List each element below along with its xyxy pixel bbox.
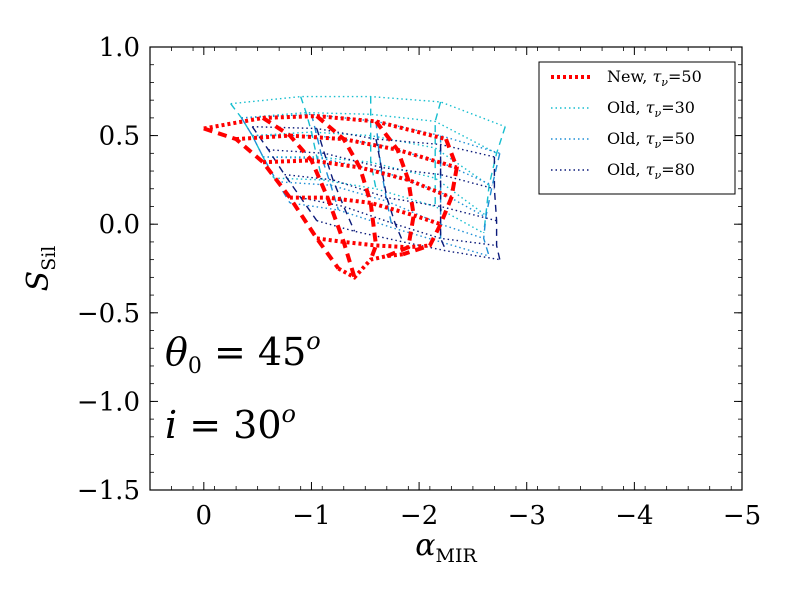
x-tick-label: −2 (400, 501, 438, 531)
series-line-dotted (241, 113, 501, 154)
series-line-dotted (276, 181, 484, 240)
series-line-dashed (375, 138, 404, 243)
series-line-dashed (482, 153, 501, 257)
legend-label-main: New, (607, 67, 652, 86)
series-line-dashed (374, 120, 416, 258)
legend-label: Old, τν=80 (607, 160, 695, 182)
series-line-dotted (268, 149, 495, 190)
annotation-theta-symbol: θ (165, 330, 188, 374)
ticks-layer: 0 −1 −2 −3 −4 −5 1.0 0.5 0.0 −0.5 −1.0 −1.5 (77, 33, 761, 531)
legend-label-value: =50 (661, 129, 695, 148)
legend-label-sub: ν (655, 169, 662, 182)
series-line-dotted (252, 126, 495, 158)
plot-frame (149, 46, 743, 491)
x-axis-subscript: MIR (436, 545, 478, 567)
annotation-theta-subscript: 0 (188, 354, 202, 379)
legend-label-value: =50 (668, 67, 702, 86)
series-line-dashed (493, 156, 501, 260)
annotation-inclination-sup: o (282, 400, 296, 428)
series-line-dashed (203, 126, 341, 270)
legend-label-main: Old, (607, 160, 646, 179)
series-group (240, 113, 501, 257)
series-line-dashed (434, 101, 442, 207)
series-line-dashed (261, 116, 357, 278)
series-line-dashed (439, 144, 447, 252)
x-tick-label: 0 (196, 501, 213, 531)
y-axis-symbol: S (21, 271, 56, 292)
y-axis-subscript: Sil (38, 246, 60, 271)
y-tick-label: 0.0 (99, 210, 140, 240)
legend-label-sub: ν (655, 107, 662, 120)
series-line-dashed (375, 121, 393, 228)
annotation-inclination-value: = 30 (177, 403, 281, 447)
legend-label-tau: τ (646, 129, 656, 148)
x-tick-label: −4 (615, 501, 653, 531)
series-line-dotted (289, 195, 442, 227)
legend-label-tau: τ (646, 160, 656, 179)
x-axis-symbol: α (415, 528, 435, 563)
y-tick-label: 0.5 (99, 122, 140, 152)
series-line-dashed (300, 96, 323, 181)
series-layer (203, 95, 506, 280)
series-line-dotted (316, 236, 431, 250)
series-line-dotted (273, 177, 485, 234)
y-axis-title: SSil (21, 246, 60, 292)
legend-label-tau: τ (646, 98, 656, 117)
legend-label-value: =30 (661, 98, 695, 117)
series-line-dotted (252, 134, 493, 186)
series-line-dotted (230, 95, 506, 128)
legend-label-main: Old, (607, 129, 646, 148)
series-line-dashed (370, 96, 377, 189)
series-line-dotted (337, 252, 404, 280)
legend-label-sub: ν (661, 76, 668, 89)
series-group (230, 95, 506, 234)
y-tick-label: 1.0 (99, 33, 140, 63)
series-group (251, 126, 501, 261)
series-line-dashed (251, 126, 318, 222)
x-tick-label: −3 (508, 501, 546, 531)
series-line-dotted (241, 111, 497, 154)
x-tick-label: −5 (723, 501, 761, 531)
legend-box (538, 61, 736, 195)
series-group (203, 114, 459, 280)
legend-label-value: =80 (661, 160, 695, 179)
x-tick-label: −1 (292, 501, 330, 531)
y-tick-label: −0.5 (77, 299, 140, 329)
annotation-theta-sup: o (306, 327, 320, 355)
y-tick-label: −1.0 (77, 387, 140, 417)
series-line-dotted (203, 114, 447, 142)
legend-label-main: Old, (607, 98, 646, 117)
y-tick-label: −1.5 (77, 476, 140, 506)
annotation-inclination-symbol: i (165, 403, 177, 447)
series-line-dashed (402, 138, 459, 257)
series-line-dashed (240, 117, 291, 204)
series-line-dashed (315, 114, 379, 261)
annotation-inclination: i = 30o (165, 400, 296, 447)
legend-label: Old, τν=30 (607, 98, 695, 120)
legend-label: New, τν=50 (607, 67, 702, 89)
series-line-dashed (316, 128, 356, 232)
series-line-dotted (284, 173, 497, 222)
legend-label-sub: ν (655, 138, 662, 151)
legend-label-tau: τ (652, 67, 662, 86)
series-line-dotted (289, 202, 490, 257)
annotation-theta: θ0 = 45o (165, 327, 321, 379)
series-line-dashed (483, 126, 506, 234)
x-axis-title: αMIR (415, 528, 477, 567)
annotation-theta-value: = 45 (202, 330, 306, 374)
series-line-dashed (310, 114, 340, 211)
legend-label: Old, τν=50 (607, 129, 695, 151)
